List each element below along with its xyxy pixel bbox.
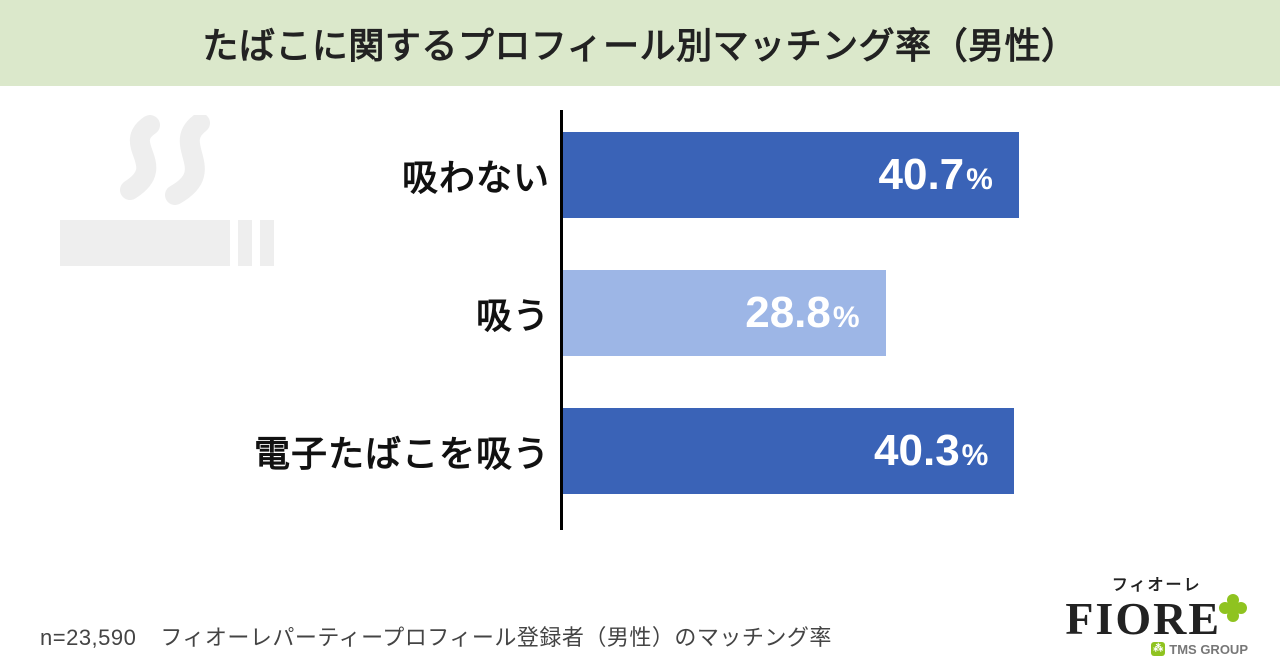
footer-text: フィオーレパーティープロフィール登録者（男性）のマッチング率 — [160, 620, 831, 652]
bar-value: 28.8% — [745, 288, 859, 338]
logo-main: FIORE — [1065, 596, 1248, 642]
logo-text: FIORE — [1065, 596, 1221, 642]
bar-label: 吸う — [476, 287, 550, 339]
bar: 40.3% — [563, 408, 1014, 494]
footer-note: n=23,590 フィオーレパーティープロフィール登録者（男性）のマッチング率 — [40, 620, 832, 652]
bar-value-pct: % — [833, 301, 860, 335]
bar-value-pct: % — [962, 439, 989, 473]
bar-label: 電子たばこを吸う — [254, 425, 550, 477]
bar-label: 吸わない — [402, 149, 550, 201]
bar-value-pct: % — [966, 163, 993, 197]
chart-title: たばこに関するプロフィール別マッチング率（男性） — [202, 17, 1077, 69]
clover-icon — [1218, 593, 1248, 623]
chart-area: 吸わない 40.7% 吸う 28.8% 電子たばこを吸う 40.3% — [0, 90, 1280, 550]
bar-value-number: 28.8 — [745, 288, 831, 338]
bar-row: 吸わない 40.7% — [0, 132, 1280, 218]
bar: 28.8% — [563, 270, 886, 356]
bar-value: 40.3% — [874, 426, 988, 476]
tms-mark-icon: ⁂ — [1151, 642, 1165, 656]
bar-value: 40.7% — [879, 150, 993, 200]
bar-value-number: 40.7 — [879, 150, 965, 200]
bar-row: 吸う 28.8% — [0, 270, 1280, 356]
bar-value-number: 40.3 — [874, 426, 960, 476]
logo-tms-text: TMS GROUP — [1169, 643, 1248, 656]
title-bar: たばこに関するプロフィール別マッチング率（男性） — [0, 0, 1280, 86]
brand-logo: フィオーレ FIORE ⁂ TMS GROUP — [1065, 578, 1248, 656]
logo-tms: ⁂ TMS GROUP — [1065, 642, 1248, 656]
logo-kana: フィオーレ — [1065, 578, 1248, 594]
footer-n: n=23,590 — [40, 625, 136, 651]
bar-row: 電子たばこを吸う 40.3% — [0, 408, 1280, 494]
bar: 40.7% — [563, 132, 1019, 218]
